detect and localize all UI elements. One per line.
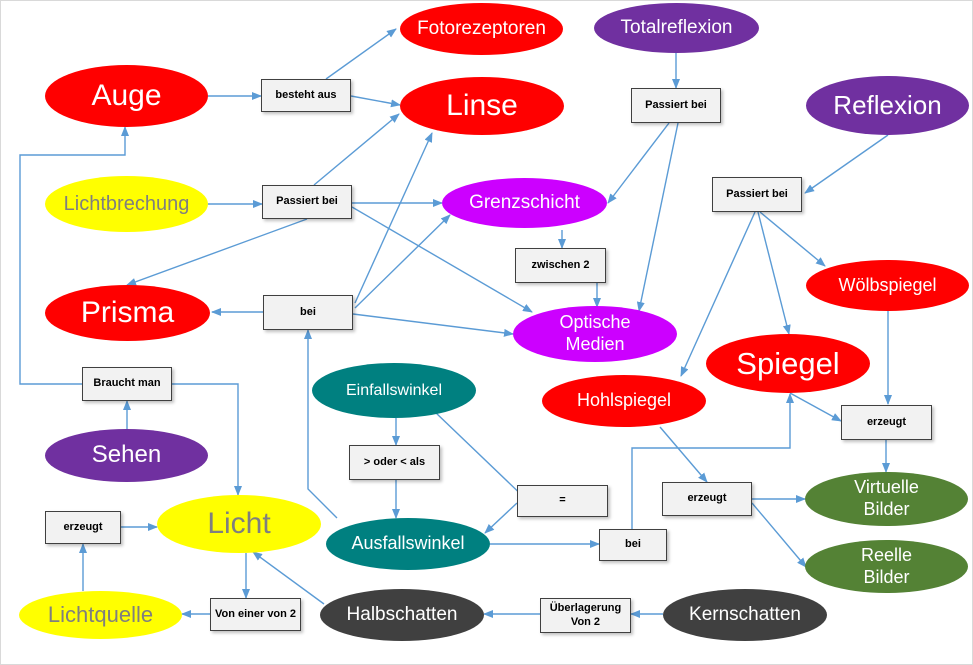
connector-besteht-aus-to-fotorezeptoren	[325, 28, 397, 80]
node-hohlspiegel: Hohlspiegel	[542, 375, 706, 427]
node-grenzschicht: Grenzschicht	[442, 178, 607, 228]
node-kernschatten: Kernschatten	[663, 589, 827, 641]
node-spiegel: Spiegel	[706, 334, 870, 393]
node-lichtbrechung: Lichtbrechung	[45, 176, 208, 232]
box-braucht-man: Braucht man	[82, 367, 172, 401]
node-halbschatten: Halbschatten	[320, 589, 484, 641]
box-oder-als: > oder < als	[349, 445, 440, 480]
connector-passiert-bei-to-woelbspiegel	[759, 211, 826, 267]
connector-gleich-to-ausfallswinkel	[484, 502, 518, 534]
node-virtuelle-bilder: Virtuelle Bilder	[805, 472, 968, 526]
connector-ausfallswinkel-to-bei-prisma	[304, 329, 338, 519]
node-reelle-bilder: Reelle Bilder	[805, 540, 968, 593]
box-besteht-aus: besteht aus	[261, 79, 351, 112]
connector-passiert-bei-to-linse-brechung	[313, 113, 400, 186]
connector-spiegel-to-erzeugt	[789, 392, 842, 422]
node-optische-medien: Optische Medien	[513, 306, 677, 362]
node-einfallswinkel: Einfallswinkel	[312, 363, 476, 418]
connector-bei-to-grenzschicht	[354, 214, 451, 309]
node-ausfallswinkel: Ausfallswinkel	[326, 518, 490, 570]
node-reflexion: Reflexion	[806, 76, 969, 135]
box-erzeugt-licht: erzeugt	[45, 511, 121, 544]
connector-passiert-bei-to-prisma	[126, 218, 308, 286]
connector-bei-to-linse	[354, 132, 433, 304]
connector-erzeugt-to-reelle-bilder	[751, 502, 807, 568]
node-totalreflexion: Totalreflexion	[594, 3, 759, 53]
node-linse: Linse	[400, 77, 564, 135]
box-von-einer-von-2: Von einer von 2	[210, 598, 301, 631]
connector-besteht-aus-to-linse	[350, 95, 401, 108]
box-bei-prisma: bei	[263, 295, 353, 330]
box-zwischen-2: zwischen 2	[515, 248, 606, 283]
box-passiert-bei-reflexion: Passiert bei	[712, 177, 802, 212]
connector-passiert-bei-to-hohlspiegel	[680, 211, 756, 377]
node-fotorezeptoren: Fotorezeptoren	[400, 3, 563, 55]
box-passiert-bei-brechung: Passiert bei	[262, 185, 352, 219]
node-licht: Licht	[157, 495, 321, 553]
node-woelbspiegel: Wölbspiegel	[806, 260, 969, 311]
box-ueberlagerung: Überlagerung Von 2	[540, 598, 631, 633]
node-prisma: Prisma	[45, 285, 210, 341]
connector-bei-to-spiegel	[631, 393, 794, 529]
connector-braucht-man-to-licht	[172, 383, 242, 496]
box-gleich: =	[517, 485, 608, 517]
connector-bei-to-optische-medien	[352, 313, 514, 337]
box-bei-ausfall: bei	[599, 529, 667, 561]
box-erzeugt-spiegel: erzeugt	[841, 405, 932, 440]
connector-hohlspiegel-to-erzeugt	[659, 426, 708, 483]
node-auge: Auge	[45, 65, 208, 127]
connector-passiert-bei-to-optische-medien	[636, 122, 679, 312]
connector-einfallswinkel-to-gleich	[434, 411, 531, 504]
box-erzeugt-hohl: erzeugt	[662, 482, 752, 516]
connector-passiert-bei-to-optische-medien-brechung	[351, 206, 533, 313]
connector-passiert-bei-to-spiegel	[757, 211, 791, 335]
connector-braucht-man-to-auge	[19, 126, 129, 385]
connector-reflexion-to-passiert-bei	[804, 134, 889, 194]
connector-passiert-bei-to-grenzschicht	[607, 122, 670, 204]
node-lichtquelle: Lichtquelle	[19, 591, 182, 639]
box-passiert-bei-total: Passiert bei	[631, 88, 721, 123]
connector-halbschatten-to-licht	[252, 551, 325, 605]
node-sehen: Sehen	[45, 429, 208, 482]
